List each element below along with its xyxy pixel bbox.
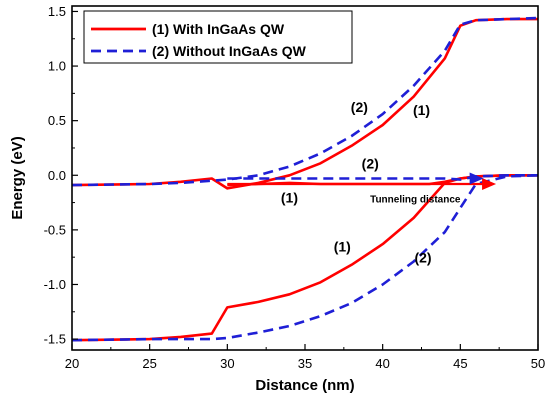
annotation-4: (1) bbox=[281, 190, 298, 206]
annotation-6: (1) bbox=[334, 239, 351, 255]
y-tick-label-5: 1.0 bbox=[48, 59, 66, 74]
x-tick-label-50: 50 bbox=[531, 356, 545, 371]
tunneling-arrow-head bbox=[482, 178, 497, 191]
y-axis-title: Energy (eV) bbox=[9, 136, 26, 219]
x-tick-label-25: 25 bbox=[142, 356, 156, 371]
y-tick-label-1: -1.0 bbox=[44, 277, 66, 292]
annotation-7: (2) bbox=[414, 250, 431, 266]
y-tick-label-2: -0.5 bbox=[44, 222, 66, 237]
annotation-1: (2) bbox=[351, 99, 368, 115]
legend-label-with-qw: (1) With InGaAs QW bbox=[152, 21, 285, 37]
y-tick-label-0: -1.5 bbox=[44, 332, 66, 347]
series-2-arrow-head bbox=[469, 172, 484, 185]
curves-layer bbox=[71, 16, 539, 342]
ticks-layer: 20 25 30 35 40 45 50 -1.5 -1.0 -0.5 0.0 0.5 1.0 1.5 bbox=[44, 4, 546, 371]
series-2-curve-2 bbox=[227, 174, 538, 181]
annotation-5: Tunneling distance bbox=[370, 195, 461, 206]
x-tick-label-45: 45 bbox=[453, 356, 467, 371]
x-tick-label-35: 35 bbox=[298, 356, 312, 371]
x-tick-label-20: 20 bbox=[65, 356, 79, 371]
x-tick-label-40: 40 bbox=[375, 356, 389, 371]
x-axis-title: Distance (nm) bbox=[255, 377, 354, 394]
series-1-curve-3 bbox=[71, 174, 538, 342]
legend: (1) With InGaAs QW (2) Without InGaAs QW bbox=[83, 10, 353, 64]
legend-box bbox=[83, 10, 353, 64]
y-tick-label-3: 0.0 bbox=[48, 168, 66, 183]
annotation-layer: (2) (1) (2) (1) Tunneling distance (1) (2) bbox=[281, 99, 461, 266]
y-tick-label-6: 1.5 bbox=[48, 4, 66, 19]
series-2-curve-1 bbox=[71, 16, 539, 187]
series-2-curve-3 bbox=[71, 174, 539, 342]
legend-label-without-qw: (2) Without InGaAs QW bbox=[152, 43, 307, 59]
annotation-2: (1) bbox=[413, 102, 430, 118]
x-tick-label-30: 30 bbox=[220, 356, 234, 371]
annotation-3: (2) bbox=[362, 156, 379, 172]
y-tick-label-4: 0.5 bbox=[48, 113, 66, 128]
